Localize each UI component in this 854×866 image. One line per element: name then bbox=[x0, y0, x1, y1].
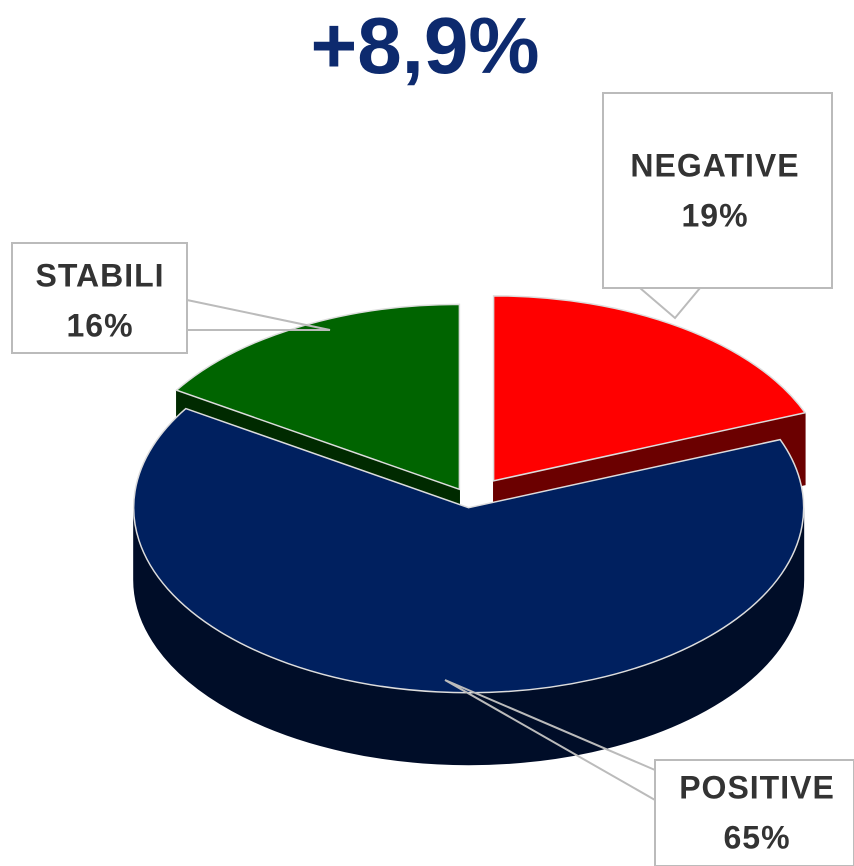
value-label: 19% bbox=[681, 197, 748, 233]
value-label: 65% bbox=[723, 819, 790, 855]
callout-box bbox=[11, 242, 188, 354]
category-label: STABILI bbox=[35, 257, 164, 293]
value-label: 16% bbox=[66, 307, 133, 343]
category-label: POSITIVE bbox=[679, 769, 835, 805]
callout-pointer bbox=[639, 287, 701, 320]
labels: NEGATIVE 19% STABILI 16% POSITIVE 65% bbox=[11, 92, 854, 866]
pie bbox=[133, 295, 807, 766]
callout-box bbox=[602, 92, 833, 289]
callout-pointer bbox=[444, 679, 656, 801]
slice bbox=[175, 303, 461, 491]
callout-pointer bbox=[186, 299, 331, 331]
slice bbox=[133, 407, 805, 694]
slice bbox=[492, 295, 807, 482]
category-label: NEGATIVE bbox=[630, 147, 799, 183]
chart-title: +8,9% bbox=[310, 1, 539, 90]
callout-box bbox=[654, 759, 854, 866]
